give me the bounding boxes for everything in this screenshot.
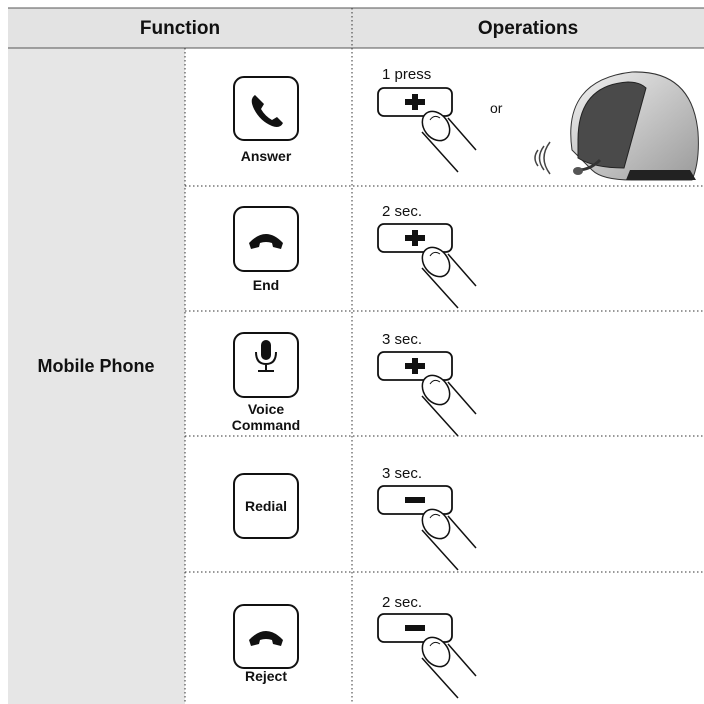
group-bg bbox=[8, 48, 185, 704]
function-label: End bbox=[252, 277, 280, 293]
function-label: Redial bbox=[244, 498, 287, 514]
reject-icon bbox=[249, 631, 283, 646]
duration: 3 sec. bbox=[382, 331, 423, 348]
end-icon bbox=[249, 234, 283, 249]
duration: 2 sec. bbox=[382, 594, 423, 611]
header-operations: Operations bbox=[477, 18, 579, 39]
duration: 1 press bbox=[382, 66, 432, 83]
phone-icon bbox=[251, 95, 283, 127]
dotted-lines bbox=[184, 8, 704, 704]
button-signs bbox=[405, 94, 425, 631]
function-label: Voice Command bbox=[231, 401, 301, 433]
duration: 2 sec. bbox=[382, 203, 423, 220]
function-label: Answer bbox=[240, 148, 292, 164]
header-function: Function bbox=[139, 18, 221, 39]
header-bg bbox=[8, 8, 704, 48]
function-label: Reject bbox=[244, 668, 288, 684]
or-text: or bbox=[490, 100, 503, 116]
helmet bbox=[534, 71, 699, 181]
mic-icon bbox=[255, 340, 277, 372]
group-label: Mobile Phone bbox=[37, 356, 155, 376]
function-icons bbox=[233, 76, 299, 669]
duration: 3 sec. bbox=[382, 465, 423, 482]
